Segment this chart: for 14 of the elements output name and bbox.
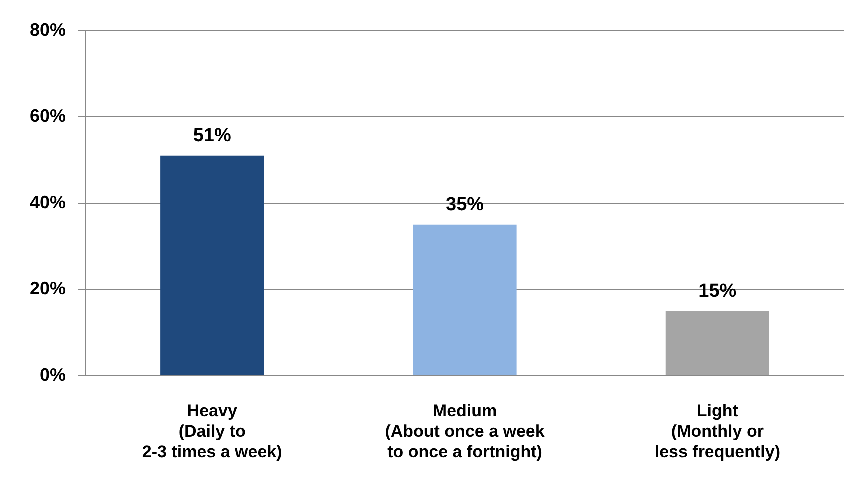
y-tick-label: 20% (30, 278, 66, 299)
x-tick-label: Medium (About once a week to once a fortnight) (385, 402, 546, 462)
x-tick-label: Heavy (Daily to 2-3 times a week) (142, 402, 282, 462)
data-label: 15% (698, 280, 737, 302)
y-tick-label: 80% (30, 20, 66, 40)
bar (666, 311, 770, 376)
y-tick-label: 0% (40, 364, 66, 385)
x-tick-label: Light (Monthly or less frequently) (654, 402, 780, 462)
data-label: 51% (193, 126, 232, 147)
data-label: 35% (446, 194, 484, 216)
y-tick-label: 60% (30, 106, 66, 126)
y-tick-label: 40% (30, 192, 66, 212)
bar (160, 156, 264, 376)
bar (413, 224, 517, 376)
